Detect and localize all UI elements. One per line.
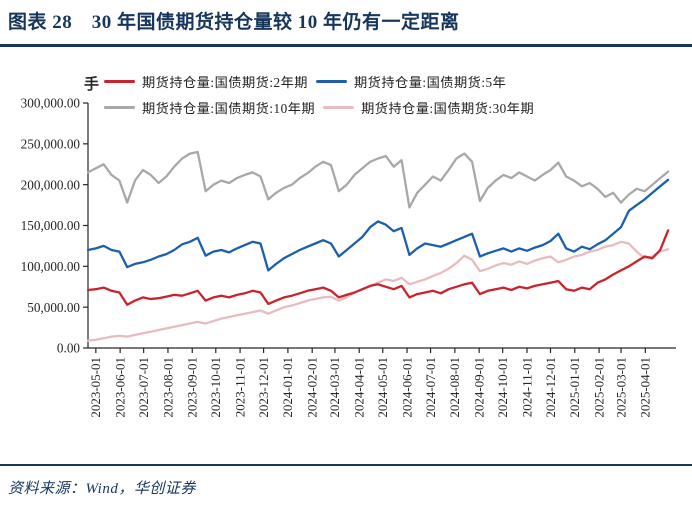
series-line-10y <box>86 150 670 209</box>
y-tick-label: 150,000.00 <box>21 218 81 233</box>
legend-item-2y: 期货持仓量:国债期货:2年期 <box>104 72 308 91</box>
legend-swatch-2y <box>104 80 135 83</box>
x-tick-label: 2023-06-01 <box>112 357 127 418</box>
x-tick-label: 2024-11-01 <box>519 357 534 417</box>
x-tick-label: 2024-03-01 <box>327 357 342 418</box>
x-tick-label: 2023-10-01 <box>208 357 223 418</box>
chart-area: 0.00 50,000.00 100,000.00 150,000.00 200,000… <box>0 48 692 460</box>
legend-item-10y: 期货持仓量:国债期货:10年期 <box>104 98 315 117</box>
x-tick-label: 2023-05-01 <box>88 357 103 418</box>
chart-legend: 期货持仓量:国债期货:2年期 期货持仓量:国债期货:5年期货持仓量:国债期货:10… <box>104 72 534 124</box>
y-axis-unit-label: 手 <box>84 77 100 93</box>
footer-divider <box>0 464 692 466</box>
x-tick-label: 2024-01-01 <box>280 357 295 418</box>
x-tick-label: 2023-12-01 <box>256 357 271 418</box>
axes <box>87 103 676 349</box>
x-tick-label: 2024-08-01 <box>447 357 462 418</box>
y-tick-label: 50,000.00 <box>27 300 80 315</box>
x-tick-label: 2025-03-01 <box>613 357 628 418</box>
legend-item-5y: 期货持仓量:国债期货:5年 <box>315 72 507 91</box>
legend-row-1: 期货持仓量:国债期货:2年期 期货持仓量:国债期货:5年 <box>104 72 534 91</box>
x-tick-label: 2024-09-01 <box>471 357 486 418</box>
series-lines <box>86 150 670 342</box>
series-line-5y <box>86 178 670 272</box>
y-axis-ticks: 0.00 50,000.00 100,000.00 150,000.00 200,000… <box>21 96 88 356</box>
x-tick-label: 2023-08-01 <box>160 357 175 418</box>
series-line-2y <box>86 229 670 306</box>
x-tick-label: 2023-09-01 <box>185 357 200 418</box>
legend-label-2y: 期货持仓量:国债期货:2年期 <box>142 75 308 90</box>
x-tick-label: 2024-02-01 <box>304 357 319 418</box>
source-note: 资料来源：Wind，华创证券 <box>8 481 196 497</box>
x-tick-label: 2024-04-01 <box>352 357 367 418</box>
x-tick-label: 2023-11-01 <box>232 357 247 417</box>
y-tick-label: 100,000.00 <box>21 259 81 274</box>
title-divider <box>0 44 692 47</box>
y-tick-label: 200,000.00 <box>21 177 81 192</box>
legend-swatch-10y <box>104 106 135 109</box>
legend-row-2: 期货持仓量:国债期货:10年期 期货持仓量:国债期货:30年期 <box>104 98 534 117</box>
x-tick-label: 2024-05-01 <box>375 357 390 418</box>
legend-label-10y: 期货持仓量:国债期货:10年期 <box>142 101 316 116</box>
y-tick-label: 300,000.00 <box>21 96 81 111</box>
legend-label-30y: 期货持仓量:国债期货:30年期 <box>361 101 535 116</box>
y-tick-label: 250,000.00 <box>21 136 81 151</box>
x-tick-label: 2024-06-01 <box>399 357 414 418</box>
x-tick-label: 2023-07-01 <box>136 357 151 418</box>
legend-item-30y: 期货持仓量:国债期货:30年期 <box>323 98 534 117</box>
x-tick-label: 2024-10-01 <box>495 357 510 418</box>
line-chart: 0.00 50,000.00 100,000.00 150,000.00 200,000… <box>21 96 676 418</box>
legend-swatch-5y <box>315 80 347 83</box>
figure-title: 图表 28 30 年国债期货持仓量较 10 年仍有一定距离 <box>8 12 460 33</box>
legend-swatch-30y <box>323 106 355 109</box>
x-tick-label: 2024-12-01 <box>543 357 558 418</box>
series-line-30y <box>86 240 670 342</box>
y-tick-label: 0.00 <box>57 341 80 356</box>
x-axis-ticks: 2023-05-01 2023-06-01 2023-07-01 2023-08-01… <box>88 348 653 418</box>
x-tick-label: 2025-02-01 <box>591 357 606 418</box>
x-tick-label: 2025-04-01 <box>638 357 653 418</box>
x-tick-label: 2025-01-01 <box>567 357 582 418</box>
legend-label-5y: 期货持仓量:国债期货:5年 <box>353 75 507 90</box>
x-tick-label: 2024-07-01 <box>423 357 438 418</box>
